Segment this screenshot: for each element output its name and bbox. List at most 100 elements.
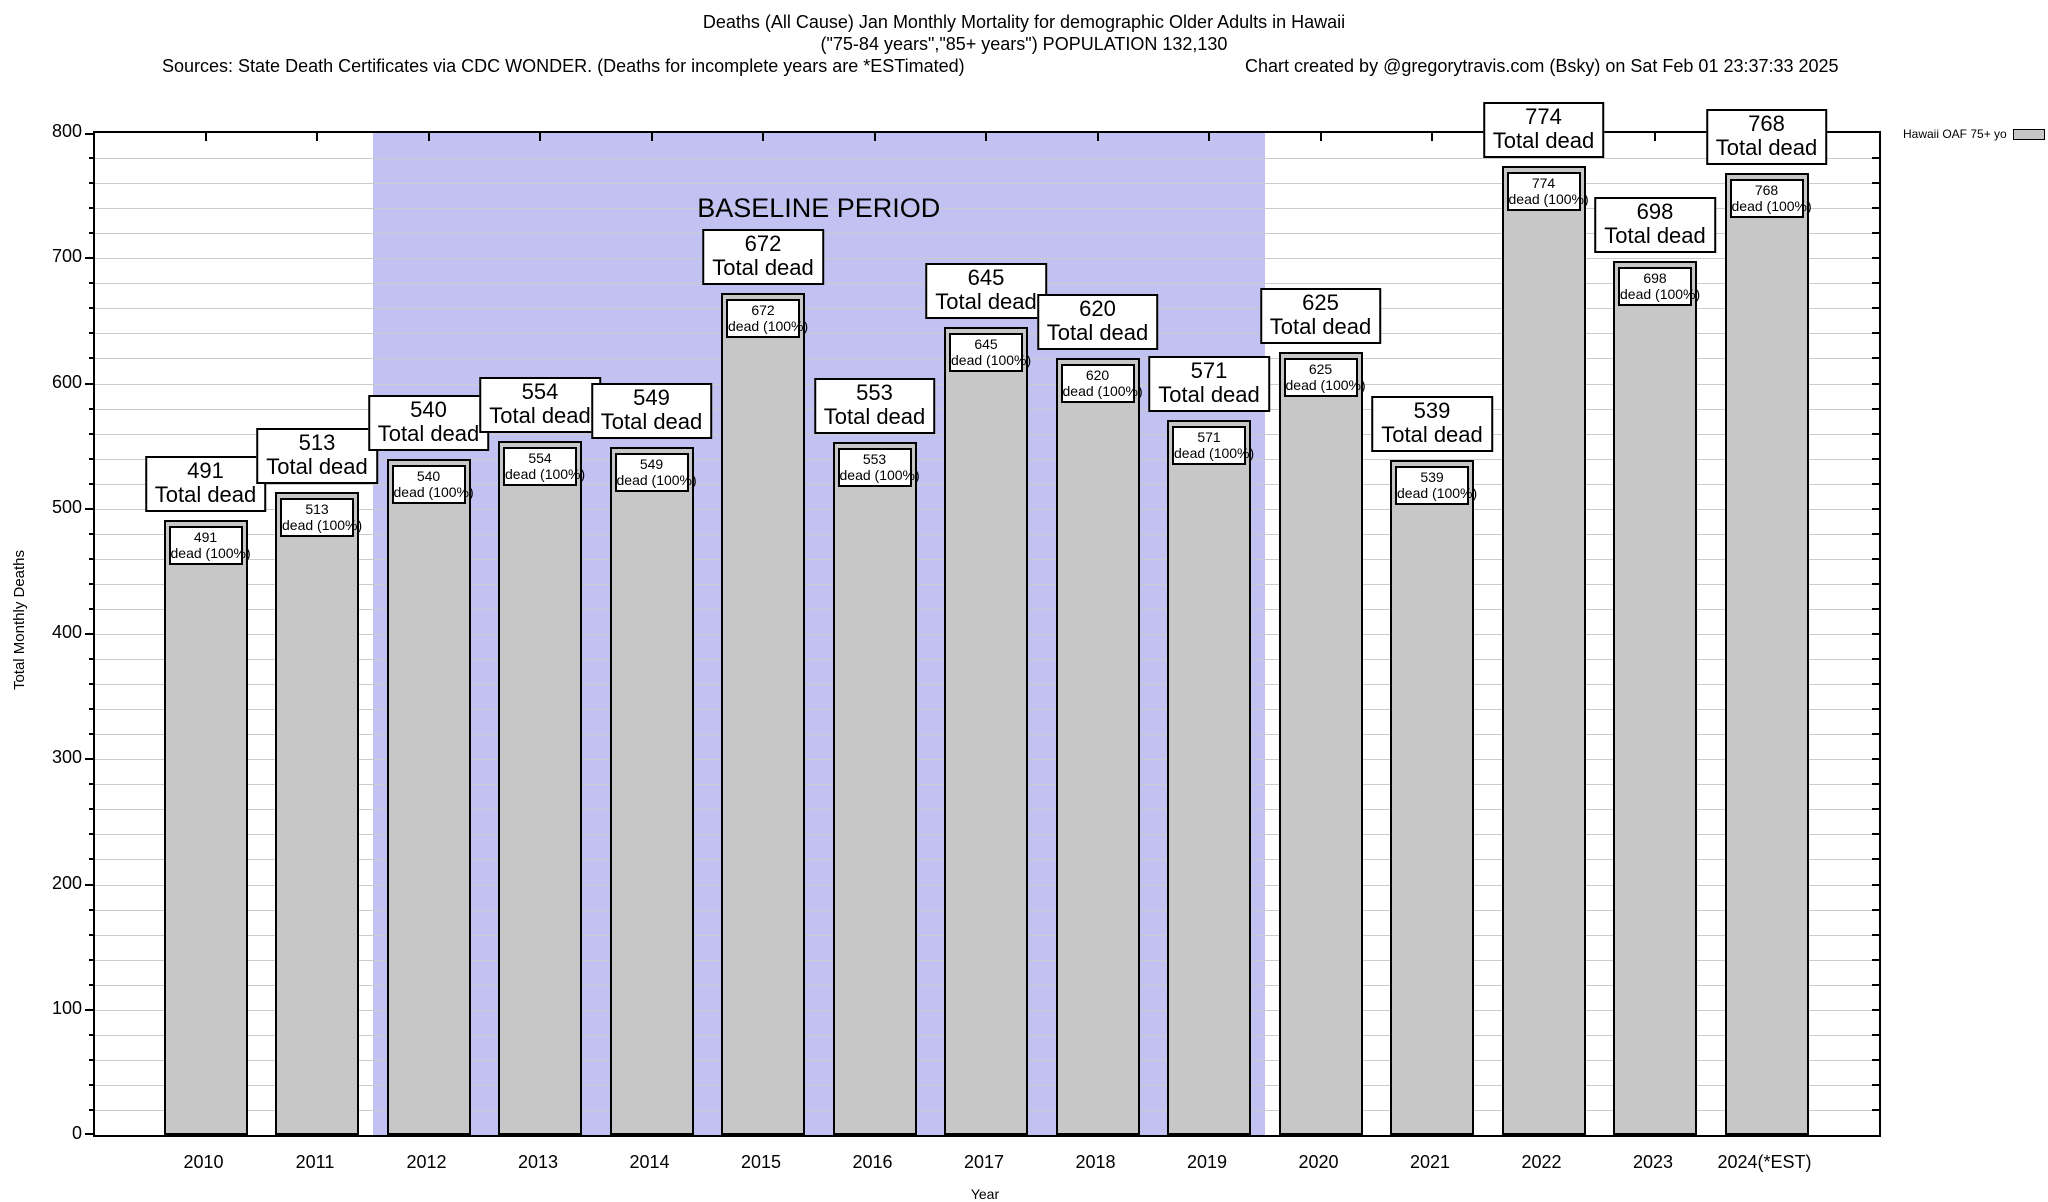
x-tick-label-2016: 2016: [852, 1152, 893, 1172]
x-tick-label-2011: 2011: [295, 1152, 335, 1172]
y-axis-minor-tick: [89, 607, 95, 610]
x-tick-label-2024(*EST): 2024(*EST): [1717, 1152, 1812, 1172]
y-axis-minor-tick: [1872, 407, 1879, 410]
bar-inner-value: 549: [639, 456, 664, 472]
bar-2013: 554 dead (100%): [498, 441, 585, 1135]
bar-inner-caption: dead (100%): [1397, 485, 1478, 502]
y-axis-minor-tick: [1872, 1083, 1879, 1086]
y-axis-major-tick: [85, 507, 95, 510]
bar-2019: 571 dead (100%): [1167, 420, 1255, 1135]
bar-2014: 549 dead (100%): [609, 447, 697, 1135]
bar-total-label-box: 491 Total dead: [144, 455, 267, 512]
y-axis-minor-tick: [89, 407, 95, 410]
y-axis-minor-tick: [89, 307, 95, 310]
y-axis-minor-tick: [89, 658, 95, 661]
y-axis-minor-tick: [89, 582, 95, 585]
y-axis-minor-tick: [89, 808, 95, 811]
bar-inner-caption: dead (100%): [1174, 445, 1255, 462]
bar-total-value: 553: [856, 379, 893, 405]
x-tick-label-2019: 2019: [1186, 1152, 1228, 1172]
bar-2010: 491 dead (100%): [163, 520, 251, 1135]
bar-inner-caption: dead (100%): [1620, 286, 1701, 303]
y-axis-minor-tick: [89, 482, 95, 485]
bar-inner-label-box: 553 dead (100%): [837, 448, 920, 488]
bar-total-label-box: 540 Total dead: [367, 394, 490, 451]
y-axis-minor-tick: [89, 958, 95, 961]
y-axis-minor-tick: [89, 1058, 95, 1061]
x-axis-tick-top: [316, 133, 318, 141]
x-axis-tick-top: [1431, 133, 1433, 141]
y-axis-minor-tick: [89, 983, 95, 986]
x-axis-tick-top: [204, 133, 207, 141]
bar-total-caption: Total dead: [1381, 422, 1483, 448]
bar-inner-value: 513: [305, 501, 329, 517]
bar-inner-label-box: 698 dead (100%): [1618, 267, 1701, 307]
bar-inner-value: 698: [1643, 270, 1667, 286]
y-axis-minor-tick: [1872, 332, 1879, 335]
bar-2011: 513 dead (100%): [275, 492, 362, 1135]
y-axis-minor-tick: [1872, 1058, 1879, 1061]
bar-inner-label-box: 645 dead (100%): [949, 333, 1031, 373]
x-tick-label-2013: 2013: [517, 1152, 559, 1172]
y-axis-minor-tick: [1872, 357, 1879, 360]
legend: Hawaii OAF 75+ yo: [1903, 127, 2045, 141]
legend-swatch-icon: [2012, 128, 2045, 140]
y-axis-minor-tick: [1872, 833, 1879, 836]
y-axis-minor-tick: [89, 432, 95, 435]
y-tick-label: 300: [51, 747, 82, 768]
y-axis-major-tick: [85, 883, 95, 886]
bar-inner-label-box: 549 dead (100%): [614, 453, 697, 493]
bar-2018: 620 dead (100%): [1055, 358, 1143, 1135]
y-axis-minor-tick: [1872, 207, 1879, 210]
bar-total-value: 768: [1748, 110, 1785, 136]
bar-inner-label-box: 539 dead (100%): [1395, 466, 1478, 506]
bar-total-caption: Total dead: [489, 403, 591, 429]
bar-total-value: 513: [298, 429, 336, 455]
y-axis-minor-tick: [1872, 683, 1879, 686]
y-axis-minor-tick: [89, 1083, 95, 1086]
y-axis-minor-tick: [89, 708, 95, 711]
bar-inner-label-box: 571 dead (100%): [1172, 426, 1255, 466]
bar-inner-value: 553: [862, 451, 887, 467]
x-tick-label-2012: 2012: [406, 1152, 447, 1172]
y-axis-minor-tick: [1872, 382, 1879, 385]
y-axis-major-tick: [85, 1133, 95, 1135]
bar-inner-label-box: 768 dead (100%): [1729, 179, 1812, 219]
bar-total-caption: Total dead: [1604, 223, 1706, 249]
x-axis-tick-top: [1096, 133, 1099, 141]
bar-2024(*EST): 768 dead (100%): [1724, 173, 1812, 1135]
bar-total-value: 571: [1190, 357, 1228, 383]
bar-inner-caption: dead (100%): [1731, 198, 1812, 215]
bar-total-value: 672: [744, 230, 782, 256]
bar-2012: 540 dead (100%): [386, 459, 474, 1135]
bar-inner-label-box: 625 dead (100%): [1283, 358, 1366, 398]
bar-total-caption: Total dead: [823, 404, 926, 430]
x-axis-tick-top: [1654, 133, 1656, 141]
bar-total-label-box: 774 Total dead: [1482, 101, 1605, 158]
y-axis-minor-tick: [1872, 482, 1879, 485]
y-axis-minor-tick: [1872, 182, 1879, 185]
bar-total-caption: Total dead: [935, 289, 1037, 315]
bar-inner-caption: dead (100%): [1285, 377, 1366, 394]
y-axis-minor-tick: [89, 858, 95, 861]
bar-inner-value: 491: [193, 529, 218, 545]
y-tick-label: 400: [51, 622, 82, 642]
y-axis-minor-tick: [1872, 282, 1879, 285]
y-tick-label: 100: [51, 997, 82, 1018]
bar-inner-label-box: 774 dead (100%): [1506, 172, 1589, 212]
bar-total-value: 698: [1636, 198, 1674, 224]
legend-label: Hawaii OAF 75+ yo: [1903, 127, 2007, 141]
bar-inner-caption: dead (100%): [728, 318, 809, 335]
y-axis-minor-tick: [1872, 708, 1879, 711]
bar-total-label-box: 513 Total dead: [256, 427, 378, 484]
x-tick-label-2018: 2018: [1075, 1152, 1116, 1172]
bar-total-label-box: 571 Total dead: [1148, 355, 1270, 412]
gridline: [95, 258, 1879, 260]
chart-subtitle: ("75-84 years","85+ years") POPULATION 1…: [820, 34, 1228, 54]
y-tick-label: 600: [51, 371, 82, 392]
attribution-note: Chart created by @gregorytravis.com (Bsk…: [1245, 56, 1839, 76]
y-axis-major-tick: [85, 382, 95, 385]
x-tick-label-2020: 2020: [1298, 1152, 1339, 1172]
y-axis-minor-tick: [1872, 432, 1879, 435]
bar-inner-value: 768: [1754, 182, 1779, 198]
